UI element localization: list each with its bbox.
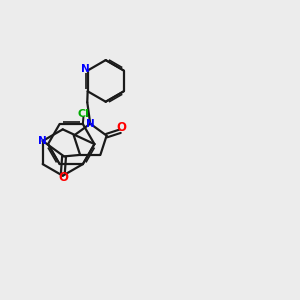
Text: O: O <box>58 171 68 184</box>
Text: N: N <box>86 119 94 129</box>
Text: N: N <box>38 136 47 146</box>
Text: Cl: Cl <box>77 109 89 118</box>
Text: N: N <box>81 64 90 74</box>
Text: O: O <box>116 121 126 134</box>
